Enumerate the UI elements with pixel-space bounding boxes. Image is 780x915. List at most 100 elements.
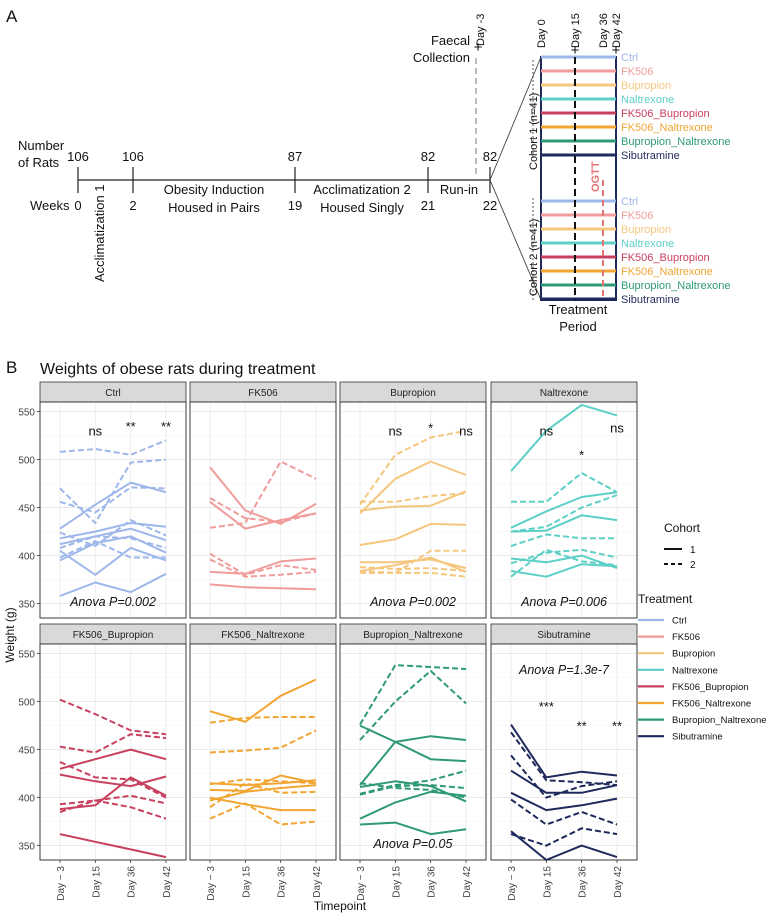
series-line-cohort-2: [359, 669, 467, 741]
series-line-cohort-2: [209, 802, 317, 826]
x-tick-label: Day 15: [391, 866, 402, 898]
treatment-row-label: FK506_Bupropion: [621, 252, 710, 264]
rat-count: 87: [288, 149, 302, 164]
anova-label: Anova P=0.05: [373, 837, 453, 851]
legend-treatment-label: FK506_Bupropion: [672, 682, 749, 693]
y-tick-label: 550: [18, 408, 35, 419]
facet-fk506: FK506: [189, 381, 337, 619]
x-tick-label: Day − 3: [507, 866, 518, 901]
series-line-cohort-1: [59, 572, 167, 597]
significance-label: ns: [610, 421, 624, 436]
faecal-collection-label: Faecal: [431, 33, 470, 48]
panel-a-timeline: A 106 0 106 2 87 19 82 21 82 22 Number of Rats Weeks A…: [6, 7, 730, 334]
legend-cohort-label: 1: [690, 545, 696, 556]
series-line-cohort-2: [59, 486, 167, 514]
x-tick-label: Day 42: [462, 866, 473, 898]
series-line-cohort-1: [59, 546, 167, 576]
treatment-day-label: Day 42: [611, 13, 623, 48]
facet-border: [339, 401, 487, 619]
connector-line: [489, 56, 542, 181]
series-line-cohort-1: [359, 724, 467, 743]
y-tick-label: 400: [18, 552, 35, 563]
ogtt-label: OGTT: [590, 161, 602, 192]
y-tick-label: 350: [18, 600, 35, 611]
series-line-cohort-2: [59, 540, 166, 559]
significance-label: **: [126, 419, 136, 434]
series-line-cohort-1: [59, 522, 167, 540]
significance-label: **: [577, 718, 587, 733]
week-tick: 19: [288, 198, 302, 213]
y-axis-title: Weight (g): [3, 607, 17, 662]
legend-treatment-label: FK506: [672, 632, 700, 643]
facet-fk506-bupropion: FK506_Bupropion 350 400 450 500 550 Day − 3 Day…: [18, 623, 187, 901]
significance-label: **: [161, 419, 171, 434]
treatment-period-label: Treatment: [549, 302, 608, 317]
x-tick-label: Day 36: [427, 866, 438, 898]
series-line-cohort-1: [510, 830, 618, 861]
series-line-cohort-2: [510, 494, 618, 533]
series-line-cohort-2: [59, 799, 167, 820]
series-line-cohort-1: [59, 773, 167, 788]
weeks-label: Weeks: [30, 198, 70, 213]
phase-acclimatization-2: Acclimatization 2: [313, 182, 411, 197]
connector-line: [489, 179, 542, 301]
series-line-cohort-2: [510, 548, 618, 578]
series-line-cohort-2: [59, 458, 167, 524]
facet-fk506-naltrexone: FK506_Naltrexone Day − 3 Day 15 Day 36 Day 4…: [189, 623, 337, 901]
facet-border: [39, 643, 187, 861]
number-of-rats-label: Number: [18, 138, 65, 153]
y-tick-label: 550: [18, 650, 35, 661]
facet-bupropion: Bupropion ns * ns Anova P=0.002: [339, 381, 487, 619]
x-tick-label: Day 42: [613, 866, 624, 898]
series-line-cohort-1: [209, 796, 316, 812]
day-minus3-label: Day -3: [475, 14, 487, 46]
faecal-plus-marker: +: [474, 39, 483, 56]
significance-label: *: [428, 421, 433, 436]
phase-run-in: Run-in: [440, 182, 478, 197]
week-tick: 0: [74, 198, 81, 213]
anova-label: Anova P=0.002: [69, 595, 156, 609]
legend-treatment-title: Treatment: [638, 592, 693, 606]
phase-obesity-induction: Obesity Induction: [164, 182, 264, 197]
x-tick-label: Day 36: [578, 866, 589, 898]
series-line-cohort-1: [510, 563, 618, 578]
panel-a-label: A: [6, 7, 18, 26]
series-line-cohort-2: [209, 558, 317, 578]
x-tick-label: Day − 3: [356, 866, 367, 901]
facet-border: [189, 643, 337, 861]
cohort1-label: Cohort 1 (n=41): [528, 93, 540, 170]
facet-bupropion-naltrexone: Bupropion_Naltrexone Anova P=0.05 Day − 3 D…: [339, 623, 487, 901]
series-line-cohort-1: [510, 403, 618, 472]
series-line-cohort-1: [359, 740, 467, 786]
number-of-rats-label: of Rats: [18, 155, 60, 170]
significance-label: ns: [539, 424, 553, 439]
facet-border: [39, 401, 187, 619]
facet-naltrexone: Naltrexone ns * ns Anova P=0.006: [490, 381, 638, 619]
chart-title: Weights of obese rats during treatment: [40, 361, 316, 378]
significance-label: *: [579, 448, 584, 463]
phase-acclimatization-1: Acclimatization 1: [92, 184, 107, 282]
series-line-cohort-2: [209, 552, 317, 576]
series-line-cohort-2: [510, 754, 618, 799]
series-line-cohort-2: [359, 784, 467, 796]
anova-label: Anova P=0.006: [520, 595, 607, 609]
week-tick: 21: [421, 198, 435, 213]
series-line-cohort-2: [209, 782, 317, 809]
significance-label: ***: [539, 699, 554, 714]
significance-label: **: [612, 718, 622, 733]
anova-label: Anova P=0.002: [369, 595, 456, 609]
x-tick-label: Day 36: [277, 866, 288, 898]
week-tick: 22: [483, 198, 497, 213]
treatment-row-label: FK506_Bupropion: [621, 108, 710, 120]
treatment-day-label: Day 15: [570, 13, 582, 48]
x-tick-label: Day − 3: [56, 866, 67, 901]
week-tick: 2: [129, 198, 136, 213]
series-line-cohort-2: [209, 497, 317, 523]
series-line-cohort-2: [59, 439, 167, 456]
legend-treatment-label: Bupropion: [672, 649, 715, 660]
facet-border: [490, 401, 638, 619]
series-line-cohort-1: [359, 522, 467, 546]
legend-cohort-title: Cohort: [664, 521, 701, 535]
facet-strip-label: Naltrexone: [540, 388, 589, 399]
x-tick-label: Day 36: [127, 866, 138, 898]
